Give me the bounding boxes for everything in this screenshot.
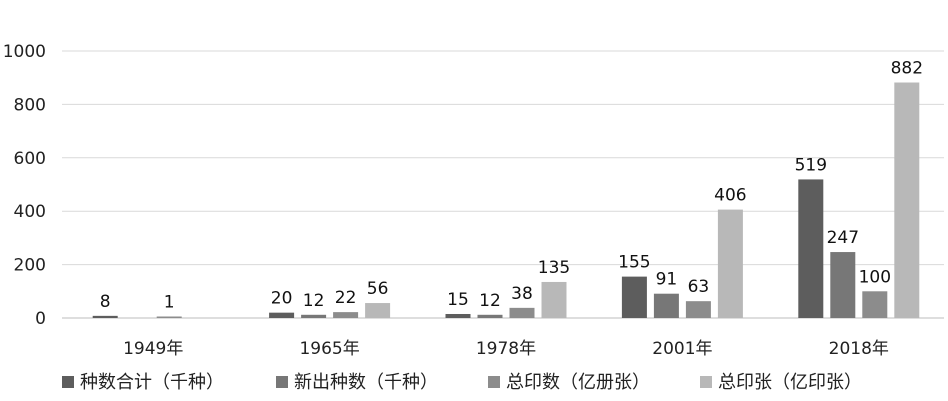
bar	[445, 313, 471, 318]
data-label: 56	[367, 279, 389, 299]
bar	[92, 315, 118, 318]
legend-label: 种数合计（千种）	[80, 372, 224, 393]
bar	[541, 281, 567, 318]
bar	[156, 316, 182, 318]
bar	[830, 252, 856, 318]
x-axis-categories: 1949年 1965年 1978年 2001年 2018年	[123, 339, 889, 359]
bar	[798, 179, 824, 318]
data-label: 155	[618, 253, 650, 273]
data-label: 406	[714, 186, 746, 206]
bar	[509, 307, 535, 318]
legend-swatch	[700, 376, 712, 388]
bar	[477, 314, 503, 318]
data-label: 12	[479, 291, 501, 311]
y-tick-label: 800	[14, 95, 46, 115]
legend-swatch	[62, 376, 74, 388]
data-label: 20	[271, 289, 293, 309]
y-axis-ticks: 0 200 400 600 800 1000	[3, 42, 46, 329]
x-category-label: 1949年	[123, 339, 183, 359]
legend-label: 总印张（亿印张）	[718, 372, 862, 393]
x-category-label: 2001年	[652, 339, 712, 359]
bar	[365, 303, 391, 318]
bar	[894, 82, 920, 318]
bar	[333, 312, 359, 318]
data-label: 15	[447, 290, 469, 310]
y-tick-label: 400	[14, 202, 46, 222]
data-label: 38	[511, 284, 533, 304]
legend-label: 新出种数（千种）	[294, 372, 438, 393]
data-label: 882	[891, 59, 923, 79]
bar	[862, 291, 888, 318]
x-category-label: 1978年	[476, 339, 536, 359]
bar	[269, 312, 295, 318]
bar	[685, 301, 711, 318]
bar	[301, 314, 327, 318]
y-tick-label: 600	[14, 149, 46, 169]
data-label: 8	[100, 292, 111, 312]
bars	[92, 82, 920, 318]
data-label: 135	[538, 258, 570, 278]
gridlines	[62, 50, 944, 319]
y-tick-label: 1000	[3, 42, 46, 62]
legend-swatch	[488, 376, 500, 388]
data-label: 247	[827, 228, 859, 248]
legend: 种数合计（千种） 新出种数（千种） 总印数（亿册张） 总印张（亿印张）	[62, 372, 862, 393]
data-label: 12	[303, 291, 325, 311]
data-label: 519	[795, 155, 827, 175]
data-label: 22	[335, 288, 357, 308]
bar	[653, 293, 679, 318]
legend-label: 总印数（亿册张）	[506, 372, 650, 393]
bar	[621, 276, 647, 318]
data-label: 63	[688, 277, 710, 297]
data-label: 1	[164, 293, 175, 313]
bar	[717, 209, 743, 318]
data-label: 100	[859, 267, 891, 287]
y-tick-label: 200	[14, 256, 46, 276]
x-category-label: 2018年	[829, 339, 889, 359]
x-category-label: 1965年	[299, 339, 359, 359]
data-label: 91	[656, 270, 678, 290]
y-tick-label: 0	[35, 309, 46, 329]
legend-swatch	[276, 376, 288, 388]
